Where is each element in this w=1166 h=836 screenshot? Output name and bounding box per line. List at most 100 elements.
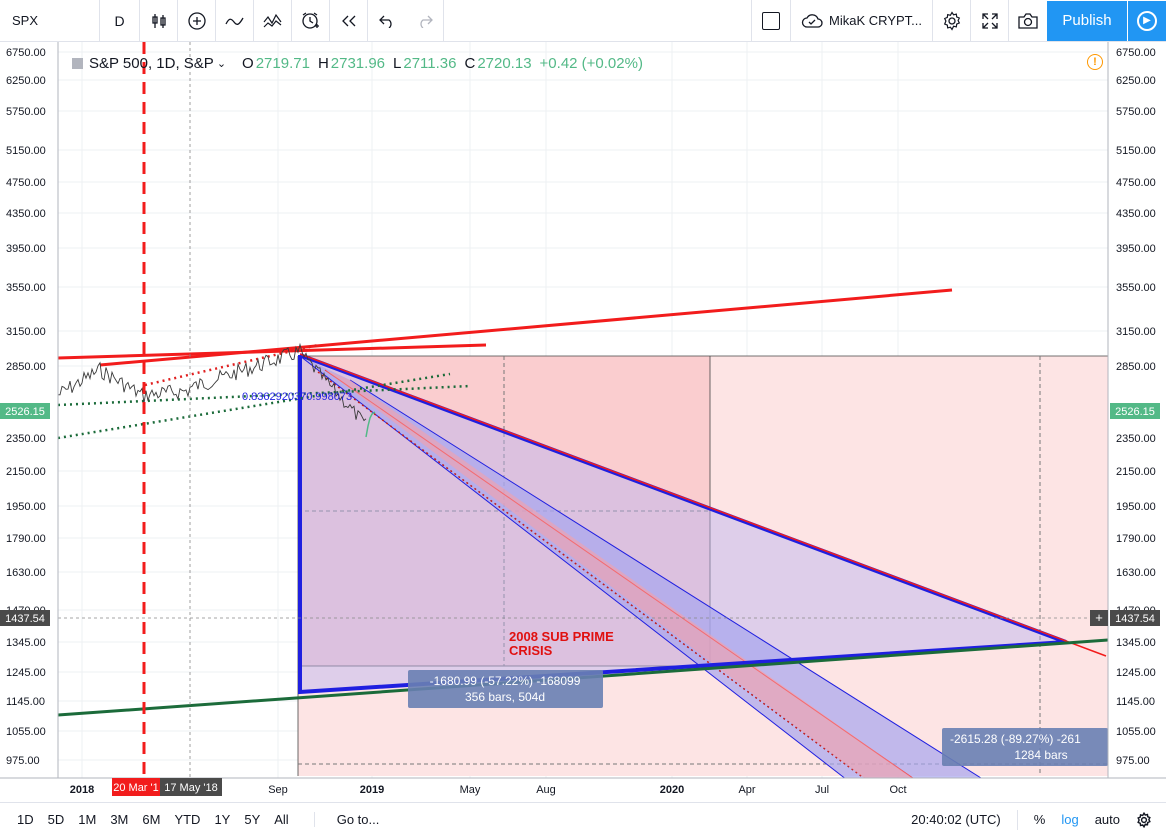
price-tick-label: 1345.00 — [6, 637, 46, 649]
warning-icon[interactable]: ! — [1087, 54, 1103, 70]
auto-toggle[interactable]: auto — [1094, 812, 1120, 827]
layout-icon — [762, 11, 781, 30]
bar-style-button[interactable] — [140, 0, 178, 41]
timeframe-1y[interactable]: 1Y — [214, 812, 231, 827]
price-tick-label: 3550.00 — [6, 282, 46, 294]
bottom-bar: 1D 5D 1M 3M 6M YTD 1Y 5Y All Go to... 20:40:02 (… — [0, 802, 1166, 836]
layout-button[interactable] — [751, 0, 792, 41]
goto-button[interactable]: Go to... — [313, 812, 379, 827]
settings-button[interactable] — [933, 0, 971, 41]
interval-button[interactable]: D — [100, 0, 140, 41]
settings-icon[interactable] — [1136, 811, 1152, 828]
play-button[interactable]: ▶ — [1128, 0, 1166, 41]
price-tick-label: 1055.00 — [6, 726, 46, 738]
chart-area[interactable]: 0.8362920370.998073 2008 SUB PRIME CRISI… — [0, 42, 1166, 802]
measure-1-box — [408, 670, 603, 708]
green-dotted-trend-2 — [57, 384, 471, 407]
timeframe-6m[interactable]: 6M — [142, 812, 161, 827]
price-tick-label: 6250.00 — [6, 75, 46, 87]
price-tick-label: 975.00 — [1116, 755, 1150, 767]
undo-icon — [379, 15, 392, 28]
utc-clock[interactable]: 20:40:02 (UTC) — [911, 812, 1001, 827]
publish-label: Publish — [1062, 12, 1112, 29]
last-price-tag-right — [1110, 403, 1160, 419]
log-toggle[interactable]: log — [1061, 812, 1079, 827]
time-tick-label: 2019 — [360, 784, 384, 796]
interval-label: D — [114, 12, 125, 29]
time-marker-1: 20 Mar '1 — [113, 782, 159, 794]
compare-button[interactable] — [216, 0, 254, 41]
timeframe-ytd[interactable]: YTD — [174, 812, 201, 827]
timeframe-5y[interactable]: 5Y — [244, 812, 261, 827]
price-tick-label: 2150.00 — [1116, 466, 1156, 478]
layout-name-button[interactable]: MikaK CRYPT... — [791, 0, 933, 41]
percent-toggle[interactable]: % — [1033, 812, 1046, 827]
crosshair-price-tag-left — [0, 610, 50, 626]
symbol-search[interactable]: SPX — [0, 0, 100, 41]
publish-button[interactable]: Publish — [1047, 0, 1128, 41]
close-value: 2720.13 — [477, 55, 532, 72]
replay-button[interactable] — [330, 0, 368, 41]
green-dotted-trend-1 — [57, 372, 451, 440]
last-price-right: 2526.15 — [1115, 406, 1155, 418]
timeframe-3m[interactable]: 3M — [110, 812, 129, 827]
price-tick-label: 3950.00 — [1116, 243, 1156, 255]
legend-title[interactable]: S&P 500, 1D, S&P — [89, 55, 214, 72]
time-tick-label: May — [460, 784, 481, 796]
chart-canvas[interactable]: 0.8362920370.998073 2008 SUB PRIME CRISI… — [0, 42, 1166, 802]
time-tick-label: Oct — [889, 784, 906, 796]
change-value: +0.42 (+0.02%) — [539, 55, 643, 72]
timeframe-5d[interactable]: 5D — [47, 812, 65, 827]
price-tick-label: 4750.00 — [1116, 177, 1156, 189]
chevron-down-icon[interactable]: ⌄ — [216, 58, 227, 70]
redo-button[interactable] — [406, 0, 444, 41]
snapshot-button[interactable] — [1009, 0, 1047, 41]
timeframe-1m[interactable]: 1M — [78, 812, 97, 827]
left-axis-labels: 6750.00 6250.00 5750.00 5150.00 4750.00 4350.… — [6, 47, 46, 767]
cloud-icon — [801, 13, 823, 28]
price-tick-label: 1790.00 — [6, 533, 46, 545]
latest-candles — [365, 411, 376, 438]
triangle-edges — [298, 355, 1067, 695]
price-tick-label: 3150.00 — [1116, 326, 1156, 338]
indicators-button[interactable] — [254, 0, 292, 41]
price-tick-label: 4350.00 — [6, 208, 46, 220]
price-tick-label: 5150.00 — [6, 145, 46, 157]
plus-icon: + — [1095, 610, 1103, 625]
alert-button[interactable] — [292, 0, 330, 41]
price-tick-label: 2350.00 — [6, 433, 46, 445]
measure-1-line1: -1680.99 (-57.22%) -168099 — [430, 674, 581, 688]
time-tick-label: Apr — [738, 784, 755, 796]
price-tick-label: 6250.00 — [1116, 75, 1156, 87]
crosshair-plus-button[interactable] — [1090, 610, 1108, 626]
fullscreen-button[interactable] — [971, 0, 1009, 41]
price-tick-label: 2850.00 — [6, 361, 46, 373]
undo-button[interactable] — [368, 0, 406, 41]
add-indicator-button[interactable] — [178, 0, 216, 41]
price-tick-label: 2850.00 — [1116, 361, 1156, 373]
timeframe-all[interactable]: All — [274, 812, 289, 827]
time-marker-2: 17 May '18 — [164, 782, 217, 794]
redo-icon — [419, 15, 433, 28]
time-tick-label: Jul — [815, 784, 829, 796]
price-tick-label: 1950.00 — [6, 501, 46, 513]
divider — [1016, 809, 1018, 830]
price-series — [58, 342, 367, 422]
symbol-label: SPX — [12, 13, 39, 28]
open-label: O — [242, 55, 254, 72]
price-tick-label: 1145.00 — [1116, 696, 1155, 708]
time-tick-label: Aug — [536, 784, 556, 796]
resistance-line-1 — [57, 343, 487, 360]
low-value: 2711.36 — [403, 55, 457, 72]
descending-channel-fill — [300, 356, 1000, 790]
fib-ratio-label: 0.8362920370.998073 — [242, 391, 352, 403]
chart-legend[interactable]: S&P 500, 1D, S&P ⌄ O 2719.71 H 2731.96 L 27… — [72, 55, 643, 72]
timeframe-group: 1D 5D 1M 3M 6M YTD 1Y 5Y All — [10, 812, 296, 827]
resistance-line-2 — [99, 288, 953, 367]
replay-icon — [341, 15, 355, 26]
bar-style-icon — [151, 13, 166, 28]
price-tick-label: 1345.00 — [1116, 637, 1156, 649]
timeframe-1d[interactable]: 1D — [17, 812, 34, 827]
crosshair-price-left: 1437.54 — [5, 613, 45, 625]
settings-icon — [943, 10, 960, 31]
